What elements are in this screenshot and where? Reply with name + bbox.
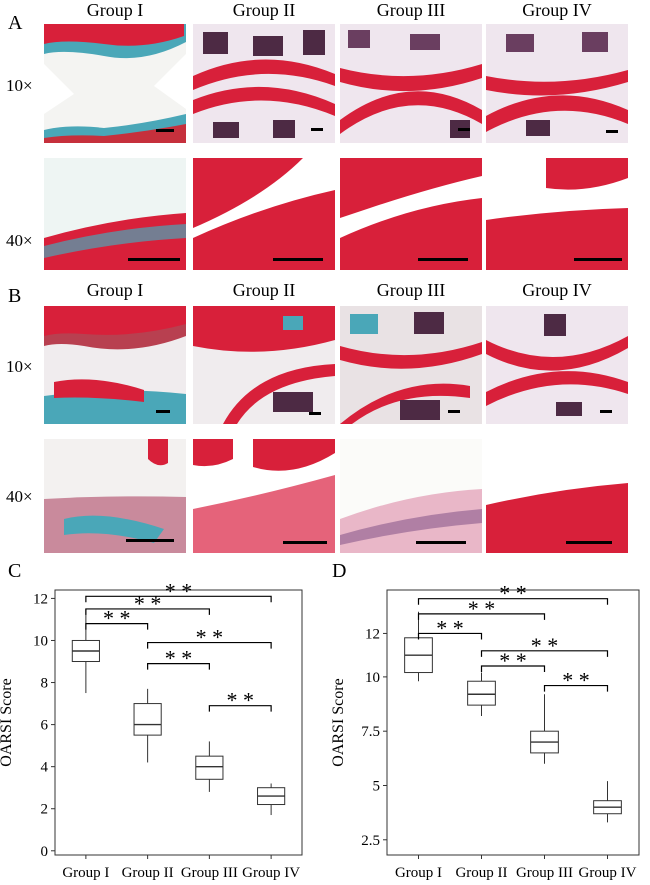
y-tick-label-2: 4: [41, 760, 49, 776]
x-tick-label-2: Group III: [181, 865, 238, 881]
histology-b-40x-group4: [486, 439, 628, 553]
panel-letter-c: C: [8, 560, 22, 582]
histology-a-40x-group2: [193, 158, 335, 270]
x-tick-label-2: Group III: [516, 865, 573, 881]
histology-a-10x-group1: [44, 24, 186, 143]
y-tick-label-3: 10: [365, 670, 380, 686]
group-title-b-4: Group IV: [522, 280, 592, 300]
sig-label-4: * *: [531, 633, 559, 658]
box-1: [133, 703, 162, 736]
sig-bracket-3: [480, 665, 546, 673]
sig-bracket-5: [543, 684, 609, 692]
histology-a-40x-group3: [340, 158, 482, 270]
y-tick-label-6: 12: [33, 591, 48, 607]
sig-label-2: * *: [165, 580, 193, 603]
sig-label-3: * *: [499, 648, 527, 673]
y-tick-label-0: 0: [41, 844, 49, 860]
panel-letter-b: B: [8, 285, 22, 307]
histology-a-10x-group4: [486, 24, 628, 143]
box-1: [467, 680, 496, 706]
y-tick-label-3: 6: [41, 718, 49, 734]
y-tick-label-5: 10: [33, 633, 48, 649]
sig-bracket-2: [417, 598, 609, 605]
sig-label-5: * *: [227, 688, 255, 713]
histology-a-40x-group4: [486, 158, 628, 270]
sig-bracket-4: [147, 641, 272, 649]
histology-b-10x-group3: [340, 306, 482, 424]
sig-bracket-2: [85, 595, 272, 603]
y-tick-label-1: 2: [41, 802, 49, 818]
y-axis-label: OARSI Score: [0, 678, 15, 766]
boxplot-chart-d: 2.5 5 7.5 10 12 Group I Group II Group III Group…: [330, 581, 640, 881]
x-tick-label-0: Group I: [395, 865, 442, 881]
histology-b-10x-group4: [486, 306, 628, 424]
group-title-b-2: Group II: [232, 280, 296, 300]
y-axis-label: OARSI Score: [330, 678, 347, 766]
histology-a-10x-group2: [193, 24, 335, 143]
sig-label-4: * *: [196, 625, 224, 650]
sig-label-1: * *: [134, 591, 162, 616]
x-tick-label-0: Group I: [62, 865, 109, 881]
group-title-b-1: Group I: [86, 280, 144, 300]
histology-b-40x-group2: [193, 439, 335, 553]
y-tick-label-0: 2.5: [361, 833, 380, 849]
histology-b-10x-group2: [193, 306, 335, 424]
sig-label-2: * *: [499, 581, 527, 606]
panel-letter-a: A: [8, 12, 23, 34]
x-tick-label-3: Group IV: [242, 865, 300, 881]
group-title-a-3: Group III: [376, 0, 446, 20]
histology-a-40x-group1: [44, 158, 186, 270]
sig-label-3: * *: [165, 646, 193, 671]
y-tick-label-2: 7.5: [361, 724, 380, 740]
mag-label-a-10x: 10×: [6, 76, 33, 95]
sig-bracket-5: [208, 705, 272, 712]
mag-label-b-10x: 10×: [6, 357, 33, 376]
boxplot-chart-c: 0 2 4 6 8 10 12 Group I Group II Group III Group I…: [0, 580, 303, 881]
group-title-a-4: Group IV: [522, 0, 592, 20]
sig-bracket-0: [417, 632, 483, 640]
sig-label-0: * *: [103, 606, 131, 631]
y-tick-label-1: 5: [373, 778, 381, 794]
group-title-a-1: Group I: [86, 0, 144, 20]
sig-bracket-4: [480, 650, 609, 657]
sig-label-5: * *: [562, 668, 590, 693]
histology-a-10x-group3: [340, 24, 482, 143]
group-title-b-3: Group III: [376, 280, 446, 300]
sig-bracket-1: [85, 608, 210, 615]
mag-label-b-40x: 40×: [6, 487, 33, 506]
histology-b-40x-group1: [44, 439, 186, 553]
group-title-a-2: Group II: [232, 0, 296, 20]
sig-label-1: * *: [468, 596, 496, 621]
x-tick-label-3: Group IV: [579, 865, 637, 881]
histology-b-10x-group1: [44, 306, 186, 424]
histology-b-40x-group3: [340, 439, 482, 553]
mag-label-a-40x: 40×: [6, 231, 33, 250]
sig-bracket-1: [417, 613, 546, 620]
y-tick-label-4: 12: [365, 626, 380, 642]
x-tick-label-1: Group II: [122, 865, 174, 881]
panel-letter-d: D: [332, 560, 347, 582]
sig-bracket-3: [147, 663, 210, 670]
x-tick-label-1: Group II: [455, 865, 507, 881]
sig-label-0: * *: [436, 615, 464, 640]
y-tick-label-4: 8: [41, 676, 49, 692]
box-2: [195, 755, 224, 780]
plot-frame: [386, 589, 640, 856]
sig-bracket-0: [85, 623, 149, 630]
plot-frame: [54, 589, 303, 856]
